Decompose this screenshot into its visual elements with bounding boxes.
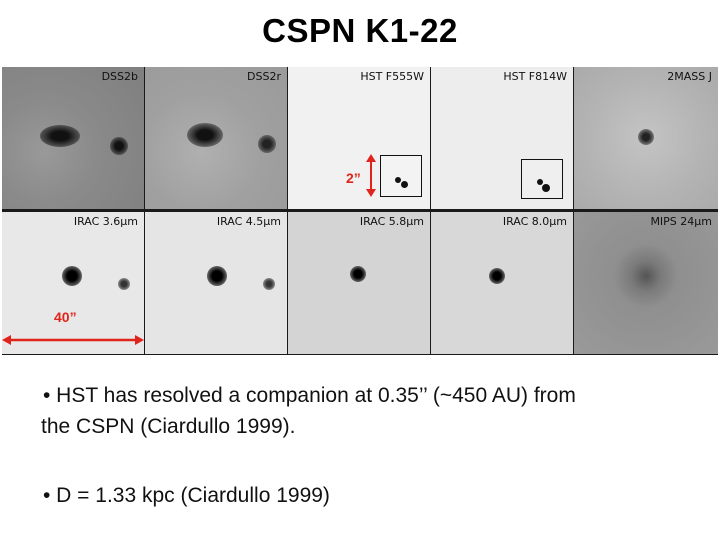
panel-irac-36: IRAC 3.6µm [2, 212, 144, 354]
dss2b-image [2, 67, 144, 209]
panel-irac-80: IRAC 8.0µm [431, 212, 573, 354]
panel-label: IRAC 8.0µm [502, 215, 567, 228]
bullet-item-distance: • D = 1.33 kpc (Ciardullo 1999) [43, 484, 330, 507]
irac-58-image [288, 212, 430, 354]
panel-label: HST F814W [503, 70, 567, 83]
2mass-j-image [574, 67, 718, 209]
panel-label: IRAC 4.5µm [216, 215, 281, 228]
scale-label-large: 40” [54, 309, 77, 325]
irac-80-image [431, 212, 573, 354]
panel-irac-58: IRAC 5.8µm [288, 212, 430, 354]
zoom-inset [380, 155, 422, 197]
irac-45-image [145, 212, 287, 354]
panel-label: 2MASS J [667, 70, 712, 83]
scale-label-small: 2” [346, 170, 361, 186]
bullet-text: • HST has resolved a companion at 0.35’’… [43, 384, 576, 407]
zoom-inset [521, 159, 563, 199]
irac-36-image [2, 212, 144, 354]
panel-label: MIPS 24µm [650, 215, 712, 228]
hst-f814w-image [431, 67, 573, 209]
panel-hst-f814w: HST F814W [431, 67, 573, 209]
mips-24-image [574, 212, 718, 354]
image-mosaic: DSS2b DSS2r HST F555W HST F814W 2MASS J [2, 67, 718, 355]
panel-label: DSS2b [101, 70, 138, 83]
panel-label: IRAC 5.8µm [359, 215, 424, 228]
panel-dss2r: DSS2r [145, 67, 287, 209]
panel-2mass-j: 2MASS J [574, 67, 718, 209]
bullet-item-companion: • HST has resolved a companion at 0.35’’… [41, 380, 576, 442]
bullet-text-cont: the CSPN (Ciardullo 1999). [41, 415, 296, 438]
dss2r-image [145, 67, 287, 209]
panel-mips-24: MIPS 24µm [574, 212, 718, 354]
panel-dss2b: DSS2b [2, 67, 144, 209]
panel-hst-f555w: HST F555W [288, 67, 430, 209]
panel-label: IRAC 3.6µm [73, 215, 138, 228]
hst-f555w-image [288, 67, 430, 209]
panel-irac-45: IRAC 4.5µm [145, 212, 287, 354]
slide-title: CSPN K1-22 [262, 12, 458, 49]
panel-label: HST F555W [360, 70, 424, 83]
panel-label: DSS2r [247, 70, 281, 83]
